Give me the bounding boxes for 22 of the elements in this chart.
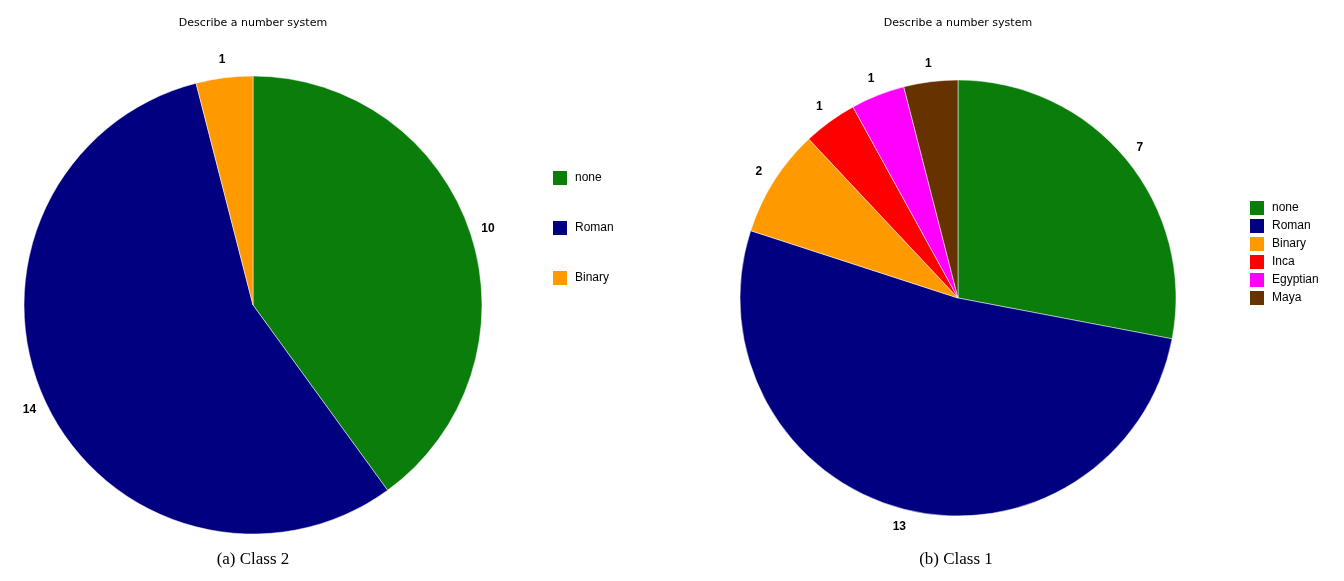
data-label: 1	[815, 99, 823, 114]
text: (a) Class 2	[216, 549, 290, 568]
chart-title: Describe a number system	[883, 16, 1033, 29]
data-label: 13	[892, 518, 907, 533]
data-label: 14	[22, 402, 37, 417]
legend-label: Binary	[575, 270, 610, 285]
legend-label: none	[1272, 200, 1300, 215]
data-label: 1	[867, 70, 875, 85]
legend-label: Roman	[575, 220, 614, 235]
legend-label: Egyptian	[1272, 272, 1319, 287]
chart-title: Describe a number system	[178, 16, 328, 29]
legend-label: none	[575, 170, 603, 185]
data-label: 1	[925, 56, 933, 71]
data-label: 2	[755, 163, 763, 178]
legend-label: Inca	[1272, 254, 1296, 269]
data-label: 1	[218, 52, 226, 67]
legend-label: Roman	[1272, 218, 1311, 233]
legend-label: Binary	[1272, 236, 1307, 251]
legend-label: Maya	[1272, 290, 1302, 305]
data-label: 10	[481, 220, 495, 235]
text: (b) Class 1	[919, 549, 993, 568]
data-label: 7	[1136, 139, 1144, 154]
